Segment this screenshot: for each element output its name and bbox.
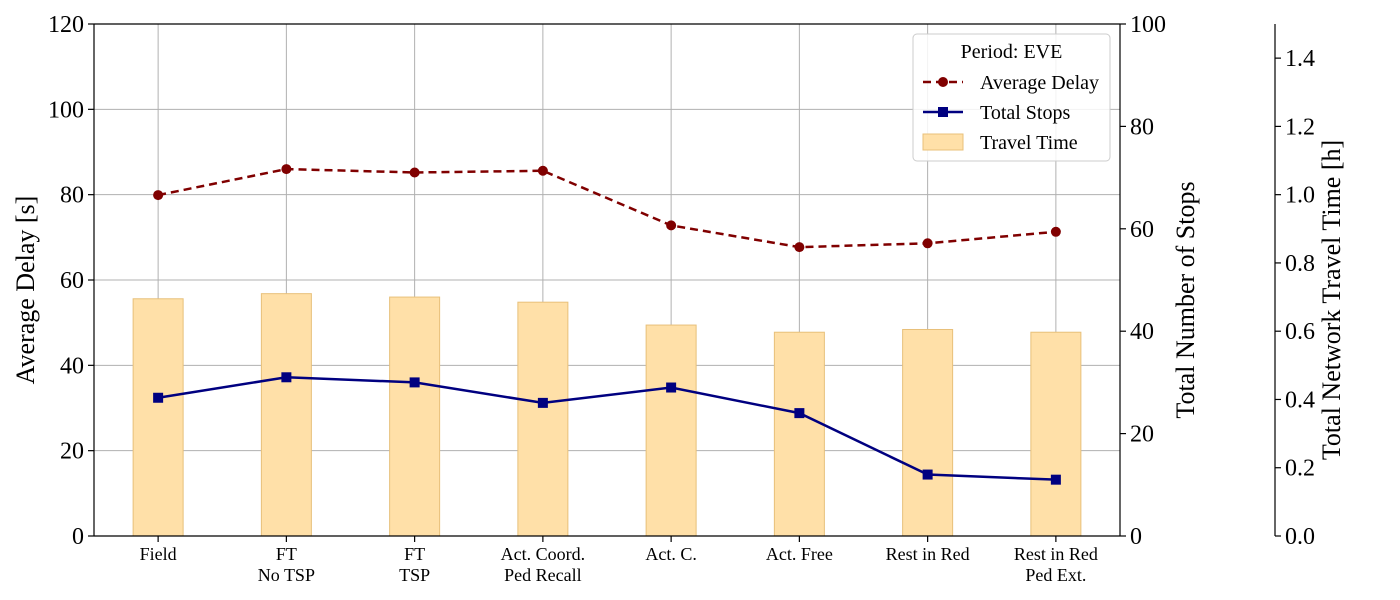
total-stops-point — [794, 408, 805, 419]
travel-time-bar — [1030, 331, 1082, 537]
category-label: FT — [276, 544, 297, 564]
category-label: FT — [404, 544, 425, 564]
total-stops-point — [409, 377, 420, 388]
travel-time-bar — [517, 301, 569, 537]
right-axis-title: Total Number of Stops — [1171, 181, 1200, 418]
category-label: Field — [140, 544, 177, 564]
right-tick-label: 100 — [1130, 12, 1166, 38]
third-tick-label: 1.2 — [1285, 114, 1315, 140]
legend-label: Travel Time — [980, 132, 1078, 154]
right-tick-label: 20 — [1130, 422, 1154, 448]
average-delay-line — [157, 167, 1056, 249]
third-axis-title: Total Network Travel Time [h] — [1317, 140, 1346, 460]
travel-time-bars — [132, 293, 1082, 537]
category-label: Ped Ext. — [1025, 565, 1086, 585]
travel-time-bar — [132, 298, 184, 537]
legend-title: Period: EVE — [961, 41, 1063, 63]
average-delay-point — [794, 242, 805, 253]
average-delay-point — [666, 220, 677, 231]
average-delay-point — [409, 167, 420, 178]
legend-swatch — [922, 133, 964, 151]
third-tick-label: 0.2 — [1285, 456, 1315, 482]
travel-time-bar — [773, 331, 825, 537]
travel-time-bar — [645, 324, 697, 537]
category-label: Rest in Red — [886, 544, 970, 564]
right-tick-label: 40 — [1130, 319, 1154, 345]
third-tick-label: 1.4 — [1285, 46, 1315, 72]
average-delay-point — [153, 190, 164, 201]
left-tick-label: 120 — [48, 12, 84, 38]
left-tick-label: 40 — [60, 353, 84, 379]
left-tick-label: 80 — [60, 183, 84, 209]
axes: 0 20 40 60 80 100 120 0 20 40 60 80 100 0.0 0.2 0.4 0.6 0… — [11, 12, 1346, 585]
legend-box — [912, 33, 1111, 162]
left-axis-title: Average Delay [s] — [11, 196, 40, 385]
total-stops-point — [281, 372, 292, 383]
category-label: Act. Free — [766, 544, 833, 564]
category-label: TSP — [399, 565, 430, 585]
legend: Period: EVE Average Delay Total Stops Trave… — [912, 33, 1111, 162]
total-stops-line — [157, 376, 1056, 481]
third-tick-label: 0.4 — [1285, 387, 1315, 413]
total-stops-point — [922, 469, 933, 480]
average-delay-point — [281, 164, 292, 175]
average-delay-point — [537, 165, 548, 176]
category-label: Act. Coord. — [501, 544, 586, 564]
right-tick-label: 60 — [1130, 217, 1154, 243]
total-stops-point — [537, 397, 548, 408]
left-tick-label: 20 — [60, 439, 84, 465]
legend-marker — [938, 107, 948, 117]
travel-time-bar — [389, 296, 441, 537]
category-label: Ped Recall — [504, 565, 581, 585]
right-tick-label: 80 — [1130, 114, 1154, 140]
travel-time-bar — [902, 328, 954, 537]
left-tick-label: 0 — [72, 524, 84, 550]
series-lines — [153, 164, 1061, 485]
left-tick-label: 100 — [48, 97, 84, 123]
third-tick-label: 0.8 — [1285, 251, 1315, 277]
category-label: Rest in Red — [1014, 544, 1098, 564]
total-stops-point — [153, 392, 164, 403]
travel-time-bar — [260, 293, 312, 537]
third-tick-label: 0.6 — [1285, 319, 1315, 345]
total-stops-point — [1050, 474, 1061, 485]
left-tick-label: 60 — [60, 268, 84, 294]
total-stops-point — [666, 382, 677, 393]
category-label: No TSP — [258, 565, 315, 585]
average-delay-point — [922, 238, 933, 249]
legend-label: Total Stops — [980, 102, 1070, 124]
legend-marker — [938, 77, 948, 87]
category-label: Act. C. — [645, 544, 697, 564]
third-tick-label: 1.0 — [1285, 183, 1315, 209]
third-tick-label: 0.0 — [1285, 524, 1315, 550]
average-delay-point — [1050, 226, 1061, 237]
legend-label: Average Delay — [980, 72, 1099, 94]
right-tick-label: 0 — [1130, 524, 1142, 550]
